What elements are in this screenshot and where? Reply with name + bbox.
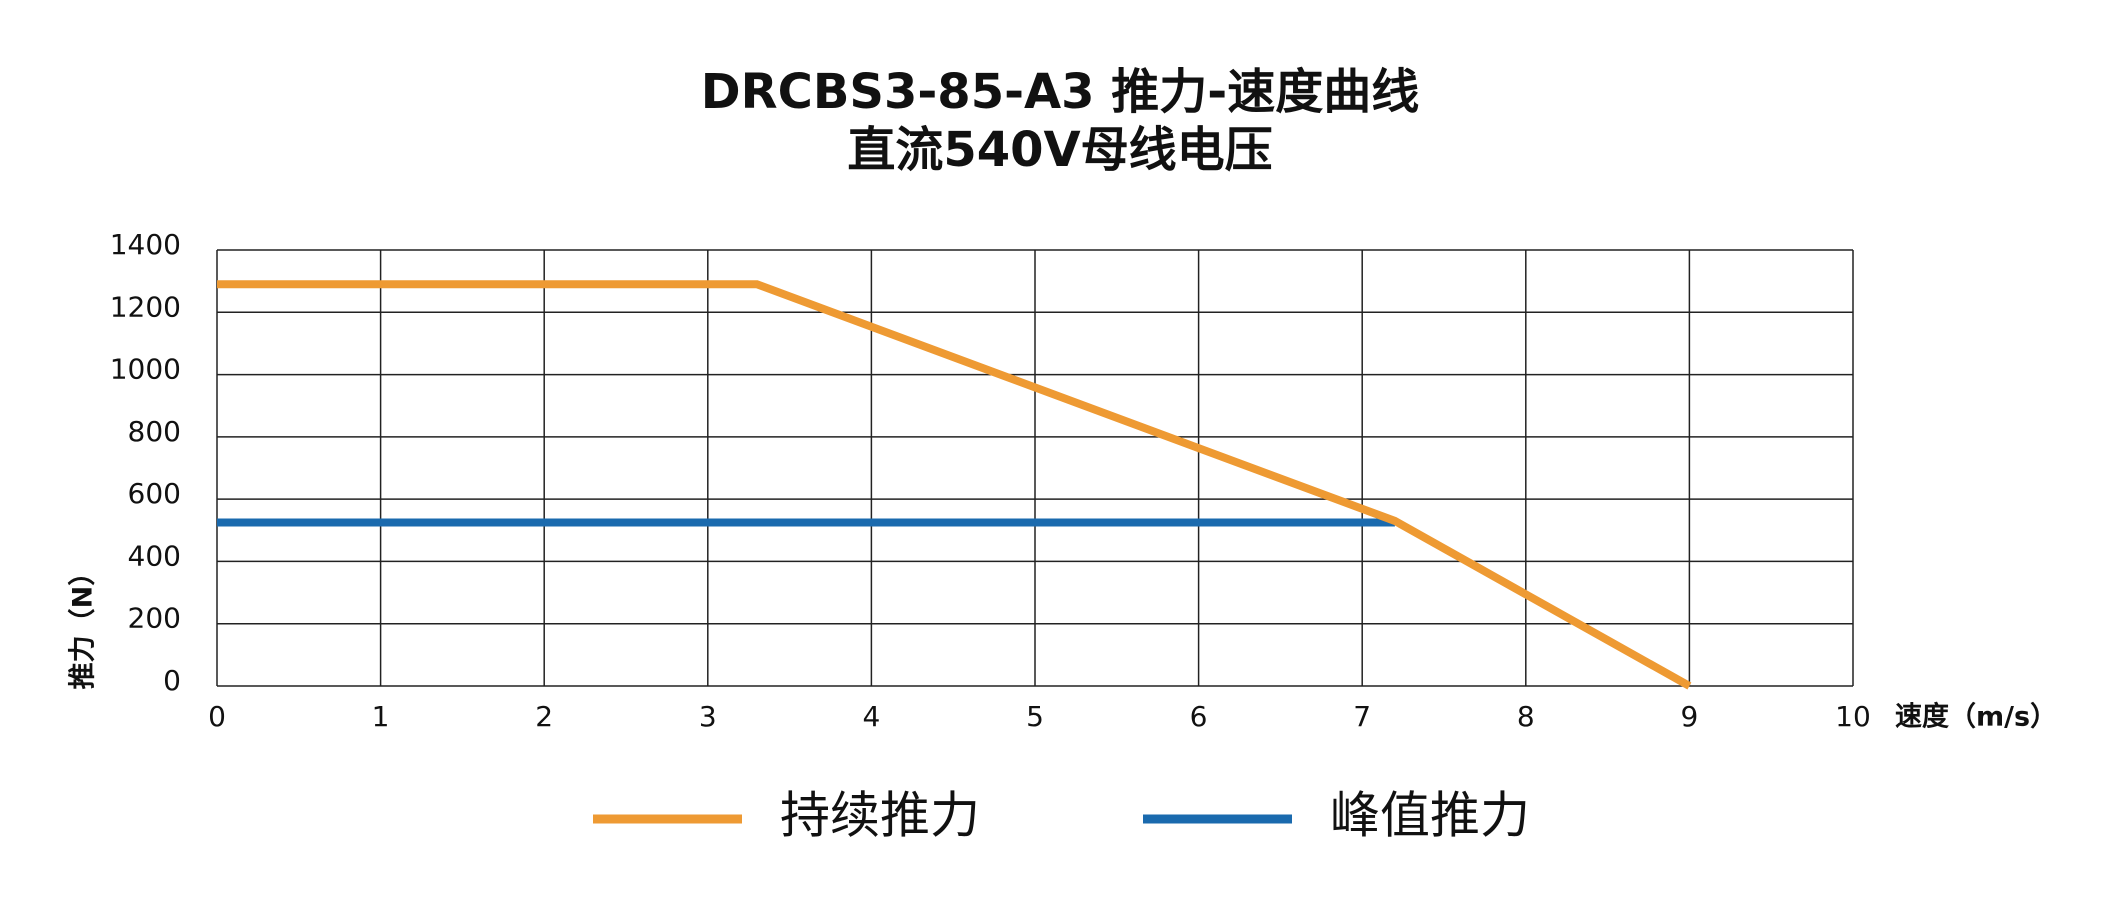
legend-label: 峰值推力: [1330, 787, 1530, 845]
y-tick-label: 800: [128, 415, 181, 448]
x-tick-label: 4: [862, 700, 880, 733]
x-tick-label: 2: [535, 700, 553, 733]
x-tick-label: 5: [1026, 700, 1044, 733]
x-tick-label: 7: [1353, 700, 1371, 733]
x-tick-label: 10: [1835, 700, 1871, 733]
x-tick-label: 6: [1190, 700, 1208, 733]
legend-label: 持续推力: [780, 787, 980, 845]
x-tick-label: 8: [1517, 700, 1535, 733]
x-tick-label: 1: [372, 700, 390, 733]
x-tick-label: 9: [1680, 700, 1698, 733]
y-tick-label: 400: [128, 539, 181, 572]
y-tick-label: 0: [163, 664, 181, 697]
y-axis-label: 推力（N）: [68, 559, 99, 690]
x-tick-label: 0: [208, 700, 226, 733]
y-tick-label: 600: [128, 477, 181, 510]
y-tick-label: 1000: [110, 353, 181, 386]
x-tick-label: 3: [699, 700, 717, 733]
chart-subtitle: 直流540V母线电压: [847, 122, 1272, 178]
y-tick-label: 200: [128, 602, 181, 635]
y-tick-label: 1400: [110, 228, 181, 261]
x-axis-label: 速度（m/s）: [1895, 701, 2057, 733]
y-tick-label: 1200: [110, 290, 181, 323]
data-line: [217, 280, 1692, 690]
chart-title: DRCBS3-85-A3 推力-速度曲线: [701, 64, 1419, 120]
